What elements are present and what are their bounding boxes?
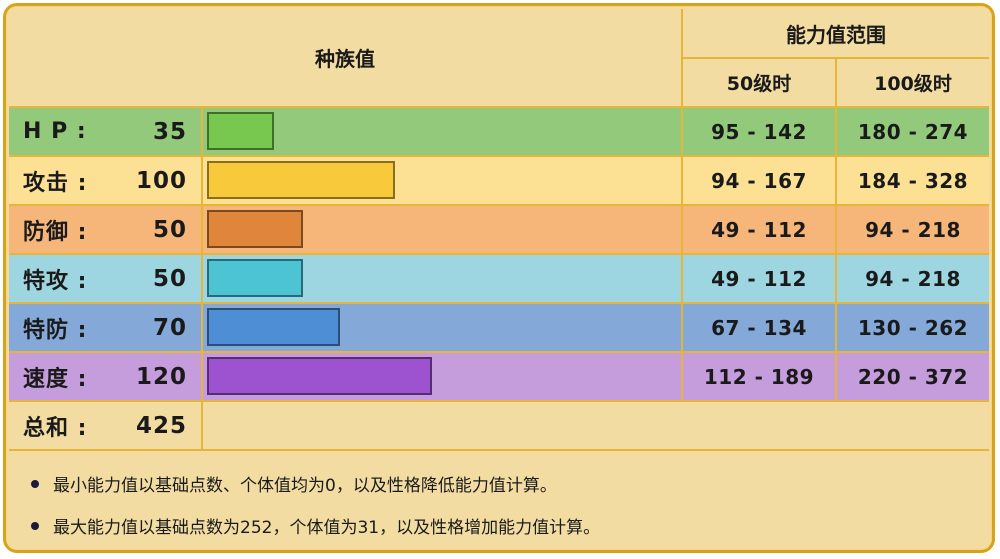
grid-line bbox=[681, 9, 683, 400]
stat-row-label-cell: 攻击 : 100 bbox=[9, 157, 201, 204]
grid-line bbox=[9, 400, 989, 402]
stat-value: 100 bbox=[135, 167, 187, 194]
grid-line bbox=[9, 302, 989, 304]
stat-row-label-cell: H P : 35 bbox=[9, 108, 201, 155]
stat-label: H P : bbox=[23, 119, 87, 144]
stat-bar-cell bbox=[203, 108, 681, 155]
range100-text: 180 - 274 bbox=[857, 119, 969, 144]
grid-line bbox=[9, 253, 989, 255]
level50-label: 50级时 bbox=[726, 73, 792, 95]
stat-bar bbox=[207, 357, 432, 395]
level100-label: 100级时 bbox=[874, 73, 952, 95]
grid-line bbox=[9, 204, 989, 206]
stat-bar-cell bbox=[203, 206, 681, 253]
base-stats-header: 种族值 bbox=[9, 9, 681, 106]
range50-text: 94 - 167 bbox=[711, 168, 807, 193]
stat-row-label-cell: 特防 : 70 bbox=[9, 304, 201, 351]
stat-value: 70 bbox=[152, 314, 187, 341]
range100-text: 94 - 218 bbox=[865, 217, 961, 242]
grid-line bbox=[9, 351, 989, 353]
stat-label: 特防 : bbox=[23, 317, 88, 343]
stat-bar bbox=[207, 259, 303, 297]
grid-line bbox=[9, 106, 989, 108]
range100-text: 220 - 372 bbox=[857, 364, 969, 389]
stat-row-label-cell: 防御 : 50 bbox=[9, 206, 201, 253]
note-min: 最小能力值以基础点数、个体值均为0，以及性格降低能力值计算。 bbox=[31, 471, 557, 496]
range50-text: 67 - 134 bbox=[711, 315, 807, 340]
stat-range-level100: 130 - 262 bbox=[837, 304, 989, 351]
stat-range-level100: 94 - 218 bbox=[837, 206, 989, 253]
range100-text: 94 - 218 bbox=[865, 266, 961, 291]
stat-range-level50: 95 - 142 bbox=[683, 108, 835, 155]
stat-bar-cell bbox=[203, 353, 681, 400]
grid-line bbox=[201, 106, 203, 449]
stat-bar bbox=[207, 308, 340, 346]
stat-range-level50: 49 - 112 bbox=[683, 206, 835, 253]
note-max: 最大能力值以基础点数为252，个体值为31，以及性格增加能力值计算。 bbox=[31, 513, 600, 538]
range100-text: 130 - 262 bbox=[857, 315, 969, 340]
stat-range-level50: 49 - 112 bbox=[683, 255, 835, 302]
stat-row-label-cell: 特攻 : 50 bbox=[9, 255, 201, 302]
stat-range-level50: 112 - 189 bbox=[683, 353, 835, 400]
stat-range-level50: 67 - 134 bbox=[683, 304, 835, 351]
level50-header: 50级时 bbox=[683, 59, 835, 106]
stat-label: 速度 : bbox=[23, 366, 88, 392]
total-label: 总和 : bbox=[23, 415, 88, 441]
range50-text: 49 - 112 bbox=[711, 217, 807, 242]
stat-range-level100: 220 - 372 bbox=[837, 353, 989, 400]
grid-line bbox=[835, 57, 837, 400]
stat-range-level100: 180 - 274 bbox=[837, 108, 989, 155]
stat-label: 攻击 : bbox=[23, 170, 88, 196]
grid-line bbox=[9, 449, 989, 451]
range50-text: 95 - 142 bbox=[711, 119, 807, 144]
stat-row-label-cell: 速度 : 120 bbox=[9, 353, 201, 400]
stat-bar bbox=[207, 161, 395, 199]
stat-label: 特攻 : bbox=[23, 268, 88, 294]
note-text: 最小能力值以基础点数、个体值均为0，以及性格降低能力值计算。 bbox=[53, 476, 557, 496]
stat-value: 50 bbox=[152, 216, 187, 243]
stat-bar-cell bbox=[203, 255, 681, 302]
stat-range-title: 能力值范围 bbox=[786, 22, 886, 47]
total-row-empty-cell bbox=[203, 402, 989, 449]
stat-bar-cell bbox=[203, 157, 681, 204]
total-value: 425 bbox=[135, 412, 187, 439]
stat-value: 35 bbox=[152, 118, 187, 145]
notes-section: 最小能力值以基础点数、个体值均为0，以及性格降低能力值计算。 最大能力值以基础点… bbox=[9, 451, 989, 549]
grid-line bbox=[9, 155, 989, 157]
stat-range-header: 能力值范围 bbox=[683, 9, 989, 57]
base-stats-title: 种族值 bbox=[315, 47, 375, 71]
stat-range-level50: 94 - 167 bbox=[683, 157, 835, 204]
stat-bar bbox=[207, 112, 274, 150]
note-text: 最大能力值以基础点数为252，个体值为31，以及性格增加能力值计算。 bbox=[53, 518, 601, 538]
stat-range-level100: 184 - 328 bbox=[837, 157, 989, 204]
stat-range-level100: 94 - 218 bbox=[837, 255, 989, 302]
range100-text: 184 - 328 bbox=[857, 168, 969, 193]
stats-panel: 种族值 能力值范围 50级时 100级时 H P : 35 95 - 142 1… bbox=[3, 3, 995, 553]
level100-header: 100级时 bbox=[837, 59, 989, 106]
range50-text: 112 - 189 bbox=[703, 364, 815, 389]
stat-bar-cell bbox=[203, 304, 681, 351]
bullet-icon bbox=[31, 479, 39, 488]
stat-label: 防御 : bbox=[23, 219, 88, 245]
stat-value: 120 bbox=[135, 363, 187, 390]
stat-value: 50 bbox=[152, 265, 187, 292]
range50-text: 49 - 112 bbox=[711, 266, 807, 291]
total-row-label-cell: 总和 : 425 bbox=[9, 402, 201, 449]
stat-bar bbox=[207, 210, 303, 248]
bullet-icon bbox=[31, 521, 39, 530]
